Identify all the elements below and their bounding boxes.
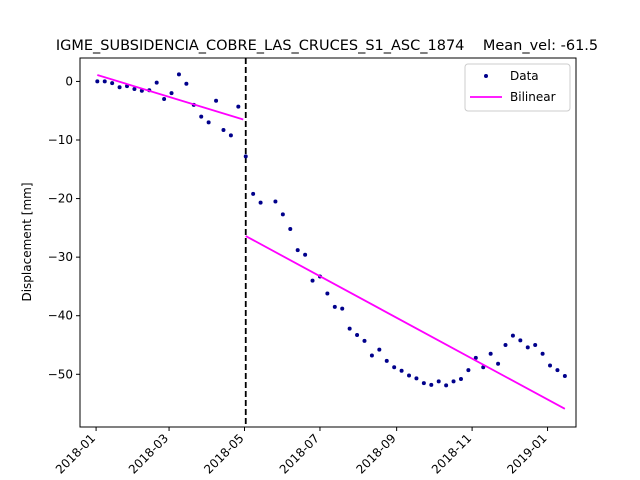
data-point [221, 128, 226, 133]
data-point [421, 381, 426, 386]
data-point [384, 358, 389, 363]
bilinear-segment-1 [97, 74, 244, 121]
data-point [429, 382, 434, 387]
data-point [236, 104, 241, 109]
y-tick-label: −40 [48, 309, 73, 323]
legend-box [464, 63, 571, 112]
data-point [288, 227, 293, 232]
plot-frame [79, 57, 577, 428]
data-point [228, 133, 233, 138]
data-point [496, 361, 501, 366]
data-point [340, 306, 345, 311]
data-point [169, 91, 174, 96]
data-point [154, 80, 159, 85]
data-point [273, 199, 278, 204]
data-point [176, 72, 181, 77]
data-point [280, 212, 285, 217]
data-point [451, 379, 456, 384]
y-axis-label: Displacement [mm] [20, 182, 34, 301]
data-point [347, 326, 352, 331]
data-point [303, 252, 308, 257]
data-point [510, 333, 515, 338]
data-point [444, 383, 449, 388]
data-point [325, 291, 330, 296]
y-tick-label: −50 [48, 367, 73, 381]
y-tick-label: −10 [48, 133, 73, 147]
data-point [295, 248, 300, 253]
data-point [132, 87, 137, 92]
data-point [392, 365, 397, 370]
data-point [310, 278, 315, 283]
data-point [362, 338, 367, 343]
y-tick-label: 0 [65, 74, 73, 88]
data-point [458, 376, 463, 381]
legend-bilinear-label: Bilinear [510, 90, 556, 104]
data-point [562, 374, 567, 379]
chart-title: IGME_SUBSIDENCIA_COBRE_LAS_CRUCES_S1_ASC… [56, 38, 598, 54]
x-tick-label: 2018-11 [429, 431, 474, 476]
bilinear-segment-2 [245, 235, 566, 410]
x-tick-label: 2018-03 [126, 431, 171, 476]
x-tick-label: 2018-07 [277, 431, 322, 476]
data-point [206, 120, 211, 125]
data-point [377, 347, 382, 352]
data-point [466, 368, 471, 373]
data-point [162, 97, 167, 101]
data-point [518, 338, 523, 343]
legend-data-label: Data [510, 69, 539, 83]
data-point [243, 154, 248, 159]
data-point [258, 200, 263, 205]
data-point [473, 355, 478, 360]
data-point [399, 368, 404, 373]
data-point [95, 79, 100, 84]
data-point [533, 343, 538, 347]
data-point [414, 376, 419, 381]
x-tick-label: 2018-01 [53, 431, 98, 476]
data-point [102, 79, 107, 84]
data-point [525, 345, 530, 350]
data-point [369, 353, 374, 358]
data-layer [95, 58, 567, 427]
data-point [481, 365, 486, 370]
data-point [436, 379, 441, 384]
data-point [355, 333, 360, 338]
legend-data-marker [484, 74, 488, 78]
legend: Data Bilinear [464, 63, 571, 112]
data-point [488, 351, 493, 356]
x-tick-label: 2018-09 [353, 431, 398, 476]
data-point [540, 351, 545, 356]
data-point [503, 343, 508, 347]
plot-area [80, 58, 576, 427]
data-point [548, 363, 553, 368]
data-point [555, 368, 560, 373]
y-tick-label: −20 [48, 192, 73, 206]
data-point [117, 85, 122, 90]
x-tick-label: 2018-05 [201, 431, 246, 476]
x-tick-label: 2019-01 [504, 431, 549, 476]
data-point [199, 114, 204, 119]
data-point [110, 81, 115, 86]
data-point [214, 98, 219, 103]
data-point [407, 373, 412, 378]
data-point [251, 191, 256, 196]
data-point [332, 304, 337, 309]
data-point [184, 81, 189, 86]
y-tick-label: −30 [48, 250, 73, 264]
